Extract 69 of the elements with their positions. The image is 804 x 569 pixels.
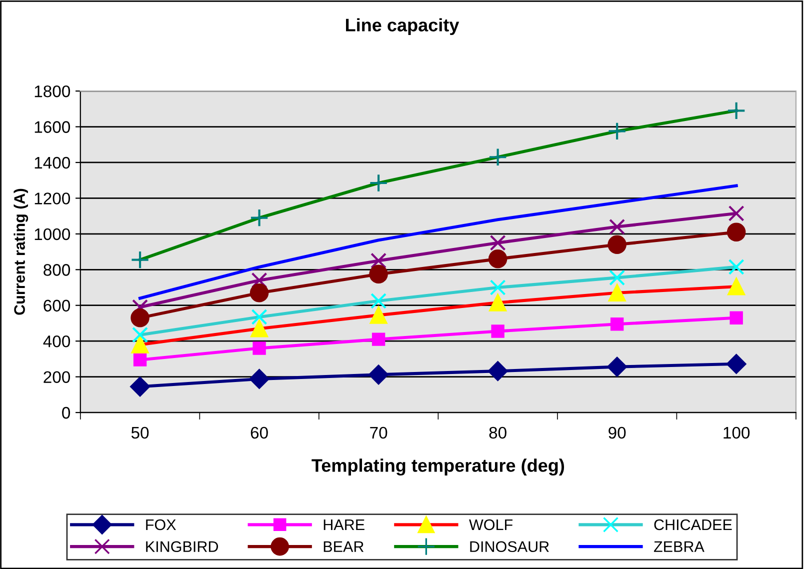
y-tick-label: 600 [44, 300, 70, 312]
point [728, 205, 744, 222]
point [488, 361, 508, 381]
y-tick-label: 1000 [34, 228, 70, 240]
point [491, 324, 504, 338]
point [133, 353, 147, 366]
point [372, 332, 386, 346]
point [130, 250, 150, 270]
legend-label: ZEBRA [654, 541, 704, 552]
y-tick-label: 0 [62, 406, 70, 419]
y-tick-label: 1800 [34, 85, 70, 98]
point [490, 280, 506, 296]
point [251, 272, 268, 288]
y-tick-label: 1400 [34, 156, 70, 169]
point [250, 208, 269, 228]
point [369, 264, 388, 284]
point [728, 258, 744, 275]
point [726, 222, 746, 242]
point [489, 294, 506, 312]
point [250, 283, 269, 302]
point [252, 342, 266, 355]
point [131, 336, 149, 354]
legend-label: KINGBIRD [146, 541, 218, 552]
point [249, 369, 270, 389]
point [610, 318, 624, 331]
legend-label: WOLF [469, 519, 512, 530]
x-tick-label: 80 [489, 426, 506, 439]
y-tick-label: 1200 [34, 192, 70, 204]
legend-label: HARE [324, 520, 364, 530]
point [370, 306, 388, 324]
point [608, 122, 626, 141]
point [726, 354, 746, 374]
legend-label: CHICADEE [654, 519, 732, 530]
point [132, 326, 148, 343]
x-axis-title: Templating temperature (deg) [312, 458, 564, 476]
legend-label: BEAR [324, 541, 364, 552]
point [608, 284, 626, 302]
point [728, 278, 746, 296]
point [490, 234, 506, 251]
y-tick-label: 800 [44, 264, 70, 276]
point [607, 356, 627, 377]
y-axis-title: Current rating (A) [14, 188, 28, 315]
point [488, 250, 508, 268]
point [370, 292, 387, 309]
point [730, 311, 743, 324]
x-tick-label: 90 [608, 426, 626, 439]
chart-title: Line capacity [346, 18, 460, 36]
point [488, 148, 508, 166]
legend-label: FOX [146, 519, 176, 530]
point [370, 252, 387, 269]
line-series [138, 184, 738, 300]
point [609, 218, 626, 235]
y-tick-label: 200 [44, 371, 70, 384]
legend-label: DINOSAUR [470, 541, 549, 552]
x-tick-label: 100 [724, 426, 750, 439]
point [726, 101, 746, 120]
point [369, 174, 388, 192]
y-tick-label: 400 [43, 335, 70, 348]
point [608, 235, 626, 254]
point [609, 270, 626, 286]
x-tick-label: 70 [370, 426, 388, 439]
x-tick-label: 60 [250, 426, 268, 439]
point [368, 364, 388, 385]
point [250, 320, 268, 338]
y-tick-label: 1600 [34, 121, 70, 133]
point [130, 376, 150, 397]
point [251, 308, 268, 325]
x-tick-label: 50 [131, 426, 149, 439]
point [130, 308, 150, 328]
